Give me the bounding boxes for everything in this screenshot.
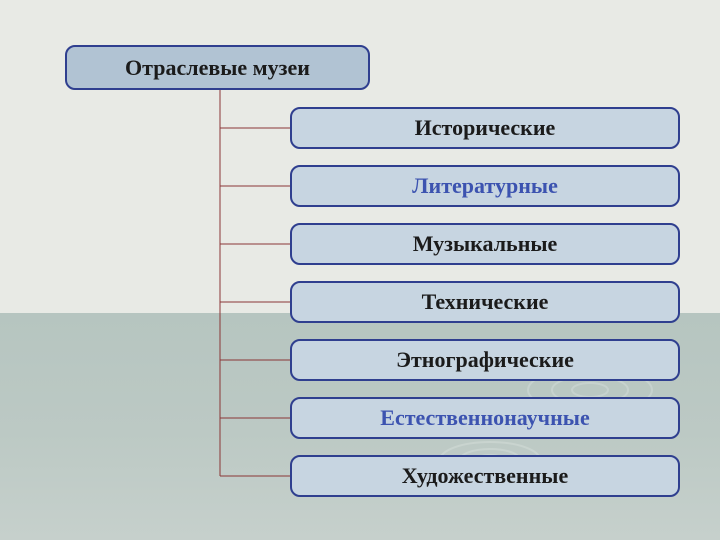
child-label: Этнографические <box>396 347 574 373</box>
root-label: Отраслевые музеи <box>125 55 310 81</box>
child-label: Музыкальные <box>413 231 558 257</box>
diagram-stage: Отраслевые музеи Исторические Литературны… <box>0 0 720 540</box>
child-node: Литературные <box>290 165 680 207</box>
child-node: Музыкальные <box>290 223 680 265</box>
child-label: Технические <box>422 289 549 315</box>
child-node: Естественнонаучные <box>290 397 680 439</box>
child-label: Литературные <box>412 173 558 199</box>
child-node: Технические <box>290 281 680 323</box>
child-label: Художественные <box>402 463 568 489</box>
child-node: Художественные <box>290 455 680 497</box>
root-node: Отраслевые музеи <box>65 45 370 90</box>
child-node: Исторические <box>290 107 680 149</box>
child-label: Естественнонаучные <box>380 405 589 431</box>
child-label: Исторические <box>415 115 556 141</box>
child-node: Этнографические <box>290 339 680 381</box>
